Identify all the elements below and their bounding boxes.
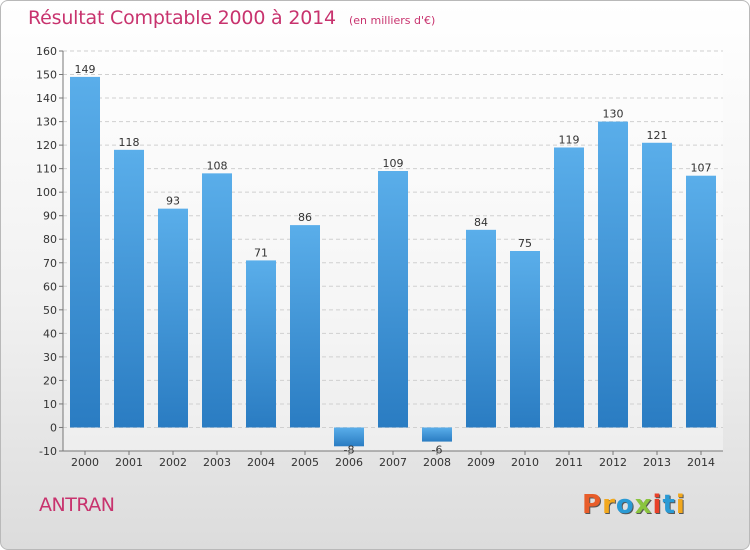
y-tick-label: 10	[43, 398, 57, 411]
x-tick-label: 2008	[423, 456, 451, 469]
x-tick-label: 2002	[159, 456, 187, 469]
data-label: 109	[383, 157, 404, 170]
bar	[70, 76, 100, 428]
y-tick-label: 160	[36, 45, 57, 58]
y-tick-label: 40	[43, 327, 57, 340]
y-tick-label: 90	[43, 210, 57, 223]
y-tick-label: -10	[39, 445, 57, 458]
bar	[158, 208, 188, 428]
bar	[686, 175, 716, 428]
bar	[202, 173, 232, 428]
brand-letter: i	[652, 490, 663, 520]
x-tick-label: 2013	[643, 456, 671, 469]
x-tick-label: 2005	[291, 456, 319, 469]
x-tick-label: 2004	[247, 456, 275, 469]
y-tick-label: 120	[36, 139, 57, 152]
data-label: 108	[207, 159, 228, 172]
y-tick-label: 130	[36, 116, 57, 129]
y-tick-label: 60	[43, 280, 57, 293]
bar	[554, 147, 584, 428]
x-tick-label: 2011	[555, 456, 583, 469]
x-tick-label: 2009	[467, 456, 495, 469]
bar	[642, 142, 672, 428]
brand-letter: o	[615, 490, 635, 520]
x-tick-label: 2012	[599, 456, 627, 469]
y-tick-label: 110	[36, 163, 57, 176]
commune-name: ANTRAN	[39, 494, 115, 516]
data-label: -8	[344, 443, 355, 456]
data-label: 93	[166, 195, 180, 208]
x-tick-label: 2014	[687, 456, 715, 469]
bar	[114, 149, 144, 428]
data-label: 118	[119, 136, 140, 149]
bar	[510, 251, 540, 428]
brand-letter: i	[675, 490, 686, 520]
y-tick-label: 0	[50, 421, 57, 434]
y-tick-label: 70	[43, 257, 57, 270]
y-tick-label: 30	[43, 351, 57, 364]
data-label: 107	[691, 162, 712, 175]
title-row: Résultat Comptable 2000 à 2014 (en milli…	[28, 7, 435, 29]
x-tick-label: 2006	[335, 456, 363, 469]
chart-title: Résultat Comptable 2000 à 2014	[28, 7, 336, 29]
brand-logo: Proxiti	[582, 490, 686, 520]
data-label: 121	[647, 129, 668, 142]
chart-subtitle: (en milliers d'€)	[348, 14, 436, 27]
bar	[246, 260, 276, 428]
x-tick-label: 2007	[379, 456, 407, 469]
data-label: 71	[254, 246, 268, 259]
x-tick-label: 2001	[115, 456, 143, 469]
y-tick-label: 100	[36, 186, 57, 199]
data-label: 130	[603, 108, 624, 121]
y-tick-label: 80	[43, 233, 57, 246]
data-label: 86	[298, 211, 312, 224]
y-tick-label: 50	[43, 304, 57, 317]
x-tick-label: 2003	[203, 456, 231, 469]
bar	[378, 171, 408, 428]
y-tick-label: 150	[36, 69, 57, 82]
data-label: 119	[559, 133, 580, 146]
x-tick-label: 2010	[511, 456, 539, 469]
bar	[466, 229, 496, 428]
data-label: 149	[75, 63, 96, 76]
brand-letter: P	[582, 490, 603, 520]
brand-letter: x	[634, 490, 653, 520]
brand-letter: r	[602, 490, 616, 520]
bar	[290, 225, 320, 428]
y-tick-label: 20	[43, 374, 57, 387]
data-label: -6	[432, 443, 443, 456]
y-tick-label: 140	[36, 92, 57, 105]
bar	[334, 427, 364, 447]
data-label: 84	[474, 216, 488, 229]
brand-letter: t	[662, 490, 676, 520]
bar	[422, 427, 452, 442]
bar	[598, 121, 628, 428]
x-tick-label: 2000	[71, 456, 99, 469]
data-label: 75	[518, 237, 532, 250]
